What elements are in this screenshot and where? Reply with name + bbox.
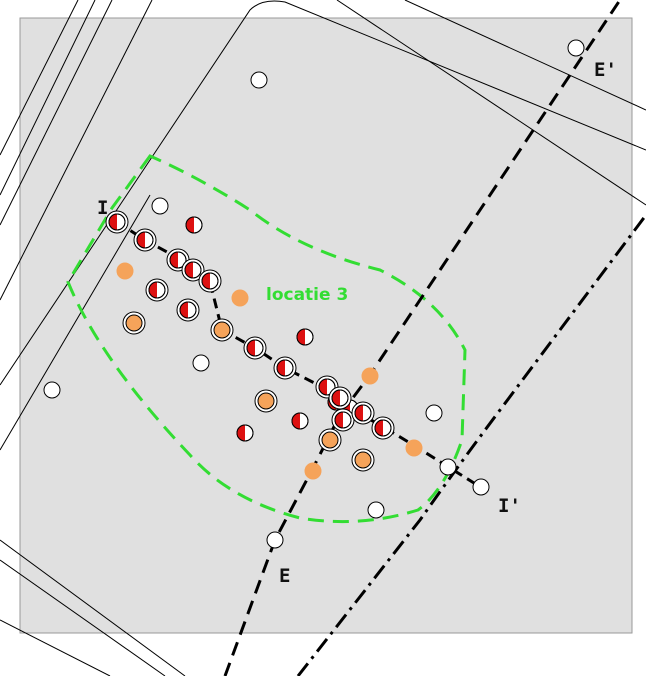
ringed-half-red-sample-point — [351, 401, 375, 425]
ringed-half-red-sample-point — [331, 408, 355, 432]
white-sample-point — [192, 354, 210, 372]
half-red-sample-point — [236, 424, 254, 442]
area-label: locatie 3 — [266, 285, 348, 305]
white-sample-point — [151, 197, 169, 215]
ringed-orange-sample-point — [254, 389, 278, 413]
site-area-square — [19, 17, 633, 634]
white-sample-point — [367, 501, 385, 519]
sample-points — [43, 39, 585, 549]
ringed-half-red-sample-point — [133, 228, 157, 252]
ringed-half-red-sample-point — [166, 248, 190, 272]
ringed-orange-sample-point — [351, 448, 375, 472]
white-sample-point — [472, 478, 490, 496]
ringed-half-red-sample-point — [105, 210, 129, 234]
half-red-sample-point — [291, 412, 309, 430]
profile-label-i-start: I — [97, 197, 108, 219]
ringed-orange-sample-point — [318, 428, 342, 452]
ringed-orange-sample-point — [210, 318, 234, 342]
orange-sample-point — [405, 439, 423, 457]
ringed-orange-sample-point — [122, 311, 146, 335]
orange-sample-point — [361, 367, 379, 385]
profile-label-e-end: E' — [594, 59, 617, 81]
ringed-half-red-sample-point — [328, 386, 352, 410]
survey-area-boundary — [66, 154, 467, 524]
ringed-half-red-sample-point — [181, 258, 205, 282]
ringed-half-red-sample-point — [273, 356, 297, 380]
ringed-half-red-sample-point — [145, 278, 169, 302]
half-red-sample-point — [296, 328, 314, 346]
orange-sample-point — [304, 462, 322, 480]
ringed-half-red-sample-point — [198, 269, 222, 293]
half-red-sample-point — [185, 216, 203, 234]
ringed-half-red-sample-point — [176, 298, 200, 322]
white-sample-point — [43, 381, 61, 399]
white-sample-point — [567, 39, 585, 57]
orange-sample-point — [116, 262, 134, 280]
ringed-half-red-sample-point — [371, 416, 395, 440]
profile-label-e-start: E — [279, 565, 290, 587]
orange-sample-point — [231, 289, 249, 307]
white-sample-point — [266, 531, 284, 549]
white-sample-point — [250, 71, 268, 89]
white-sample-point — [425, 404, 443, 422]
profile-label-i-end: I' — [498, 495, 521, 517]
white-sample-point — [439, 458, 457, 476]
dash-dot-line — [296, 214, 646, 676]
ringed-half-red-sample-point — [243, 336, 267, 360]
